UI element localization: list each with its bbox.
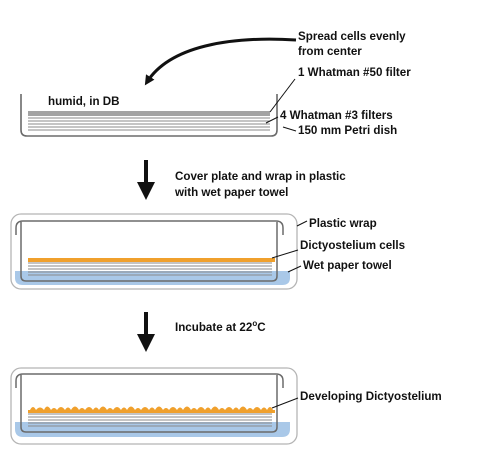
petri-dish-label: 150 mm Petri dish bbox=[298, 124, 397, 137]
wet-paper-towel-label: Wet paper towel bbox=[303, 259, 392, 272]
dictyostelium-cells-label: Dictyostelium cells bbox=[300, 239, 405, 252]
cover-plate-instruction-line2: with wet paper towel bbox=[174, 186, 288, 199]
wet-paper-towel bbox=[15, 271, 290, 285]
whatman-50-filter bbox=[28, 111, 270, 116]
spread-cells-arrow bbox=[147, 39, 296, 82]
step-arrow-1 bbox=[137, 160, 155, 200]
wet-paper-towel-3 bbox=[15, 422, 290, 437]
cover-plate-instruction-line1: Cover plate and wrap in plastic bbox=[175, 170, 346, 183]
plastic-wrap-label: Plastic wrap bbox=[309, 217, 377, 230]
developing-cell-base bbox=[28, 410, 275, 413]
petri-leader bbox=[283, 127, 296, 131]
spread-cells-note-line1: Spread cells evenly bbox=[298, 30, 406, 43]
step3-wrapped-plate bbox=[11, 368, 297, 444]
incubate-instruction: Incubate at 22oC bbox=[175, 319, 266, 334]
developing-leader bbox=[272, 398, 298, 408]
whatman-3-label: 4 Whatman #3 filters bbox=[280, 109, 393, 122]
cells-leader bbox=[272, 250, 298, 258]
petri-lid bbox=[16, 221, 283, 235]
spread-cells-note-line2: from center bbox=[298, 45, 362, 58]
step-arrow-2 bbox=[137, 312, 155, 352]
developing-dictyostelium-label: Developing Dictyostelium bbox=[300, 390, 442, 403]
dictyostelium-cell-layer bbox=[28, 258, 275, 262]
step2-wrapped-plate bbox=[11, 214, 297, 289]
whatman-3-filters bbox=[28, 118, 270, 130]
humid-label: humid, in DB bbox=[48, 95, 120, 108]
towel-leader bbox=[288, 266, 301, 272]
whatman-50-label: 1 Whatman #50 filter bbox=[298, 66, 411, 79]
plastic-wrap-leader bbox=[297, 221, 307, 226]
developing-aggregates bbox=[30, 407, 273, 411]
whatman50-leader bbox=[270, 79, 295, 112]
petri-lid-3 bbox=[16, 374, 283, 388]
